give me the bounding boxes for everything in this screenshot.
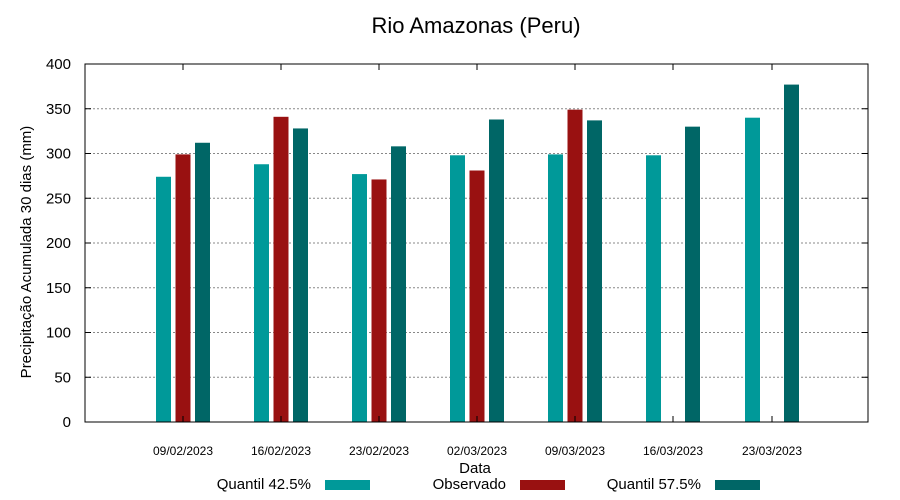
x-axis: 09/02/2023 16/02/2023 23/02/2023 02/03/2023…	[153, 64, 802, 458]
x-tick-label: 23/02/2023	[349, 444, 409, 458]
bar	[175, 154, 191, 422]
x-tick-label: 02/03/2023	[447, 444, 507, 458]
bar	[450, 155, 465, 423]
bar	[156, 176, 171, 422]
legend: Quantil 42.5% Observado Quantil 57.5%	[217, 476, 760, 493]
x-tick-label: 09/02/2023	[153, 444, 213, 458]
legend-swatch	[325, 480, 370, 490]
y-tick-label: 0	[63, 414, 71, 431]
x-tick-label: 09/03/2023	[545, 444, 605, 458]
bar	[745, 117, 760, 422]
chart-title: Rio Amazonas (Peru)	[371, 13, 580, 38]
x-tick-label: 16/03/2023	[643, 444, 703, 458]
y-tick-label: 400	[46, 56, 71, 73]
bar	[548, 154, 563, 422]
y-tick-label: 350	[46, 101, 71, 118]
bar	[371, 179, 387, 422]
bar	[784, 84, 799, 423]
grid-lines	[85, 108, 868, 378]
bar	[293, 128, 308, 422]
legend-swatch	[520, 480, 565, 490]
x-axis-label: Data	[459, 460, 491, 477]
bar	[587, 120, 602, 422]
bar	[352, 174, 367, 422]
y-tick-label: 50	[54, 369, 71, 386]
y-tick-label: 100	[46, 325, 71, 342]
x-tick-label: 16/02/2023	[251, 444, 311, 458]
bar	[195, 142, 210, 422]
legend-label: Quantil 42.5%	[217, 476, 311, 493]
bar	[489, 119, 504, 423]
bar	[646, 155, 661, 423]
bar	[685, 126, 700, 423]
legend-swatch	[715, 480, 760, 490]
y-tick-label: 200	[46, 235, 71, 252]
y-tick-label: 150	[46, 280, 71, 297]
y-tick-label: 250	[46, 190, 71, 207]
bar	[469, 170, 485, 422]
bar	[273, 116, 289, 423]
bars	[156, 84, 799, 423]
bar	[254, 164, 269, 423]
y-tick-label: 300	[46, 146, 71, 163]
legend-label: Quantil 57.5%	[607, 476, 701, 493]
bar	[391, 146, 406, 422]
legend-label: Observado	[433, 476, 506, 493]
bar	[567, 109, 583, 423]
y-axis: 0 50 100 150 200 250 300 350 400	[46, 56, 868, 431]
x-tick-label: 23/03/2023	[742, 444, 802, 458]
y-axis-label: Precipitação Acumulada 30 dias (mm)	[18, 126, 35, 379]
